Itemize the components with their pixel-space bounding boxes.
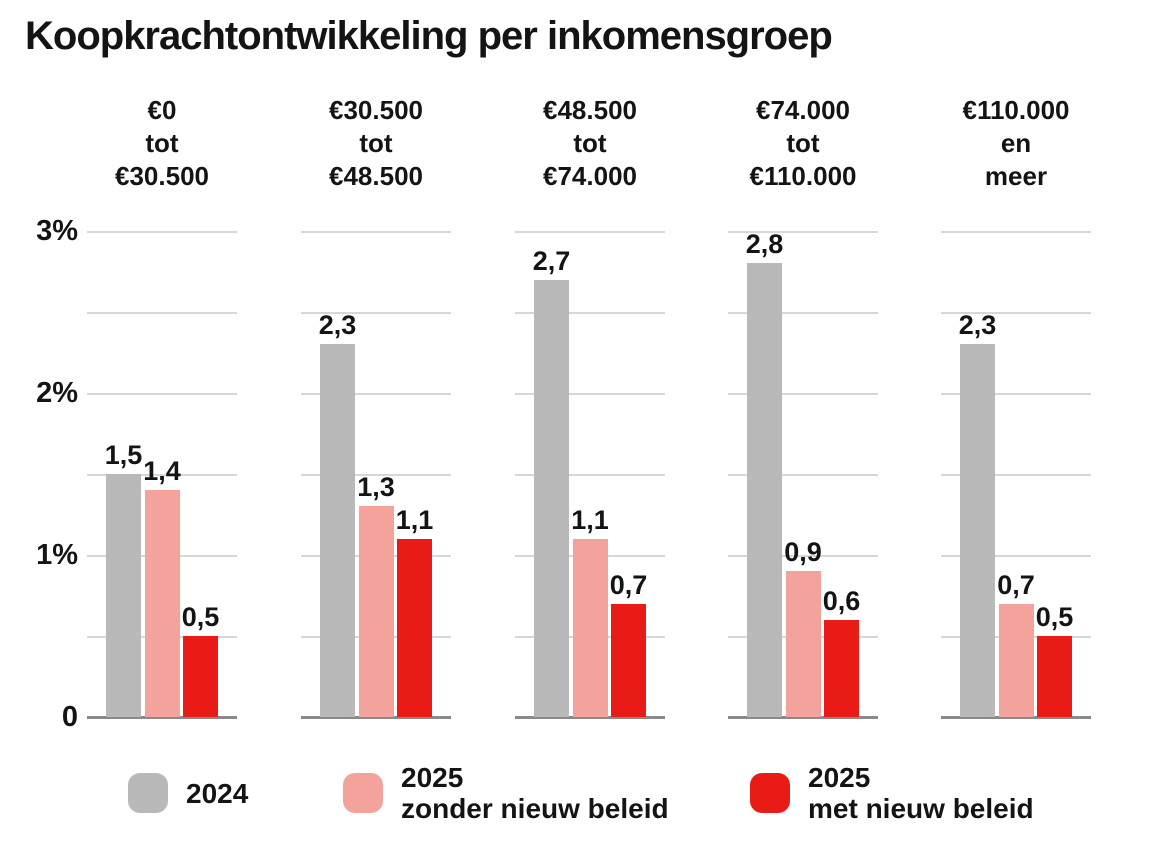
gridline — [728, 474, 878, 476]
x-axis-baseline — [728, 716, 878, 719]
legend-label: 2025 zonder nieuw beleid — [401, 762, 669, 824]
bar-2024 — [960, 344, 995, 717]
bar-2025-zonder-nieuw-beleid — [572, 539, 608, 717]
y-axis-tick-label: 3% — [36, 215, 78, 247]
gridline — [515, 393, 665, 395]
chart-title: Koopkrachtontwikkeling per inkomensgroep — [25, 14, 833, 58]
bar-value-label: 1,4 — [143, 456, 181, 486]
bar-2025-met-nieuw-beleid — [183, 636, 218, 717]
y-axis-tick-label: 0 — [61, 701, 78, 733]
legend-swatch — [750, 773, 790, 813]
bar-value-label: 0,9 — [784, 537, 822, 567]
x-axis-baseline — [515, 716, 665, 719]
gridline — [515, 231, 665, 233]
bar-value-label: 0,7 — [997, 570, 1035, 600]
bar-2025-met-nieuw-beleid — [397, 539, 432, 717]
gridline — [941, 393, 1091, 395]
bar-2024 — [106, 474, 141, 717]
legend-label: 2025 met nieuw beleid — [808, 762, 1034, 824]
bar-2025-zonder-nieuw-beleid — [998, 604, 1034, 717]
gridline — [941, 231, 1091, 233]
bar-2024 — [747, 263, 782, 717]
bar-2025-met-nieuw-beleid — [611, 604, 646, 717]
income-group-header: €110.000 en meer — [962, 95, 1070, 191]
income-group-header: €48.500 tot €74.000 — [543, 95, 637, 191]
income-group-header: €0 tot €30.500 — [115, 95, 209, 191]
income-group-header: €30.500 tot €48.500 — [329, 95, 423, 191]
legend-swatch — [343, 773, 383, 813]
gridline — [728, 231, 878, 233]
bar-value-label: 0,5 — [1035, 602, 1074, 632]
y-axis-tick-label: 1% — [36, 539, 78, 571]
gridline — [301, 312, 451, 314]
gridline — [87, 474, 237, 476]
gridline — [301, 231, 451, 233]
x-axis-baseline — [301, 716, 451, 719]
y-axis-tick-label: 2% — [36, 377, 78, 409]
bar-2025-zonder-nieuw-beleid — [785, 571, 821, 717]
bar-2025-zonder-nieuw-beleid — [144, 490, 180, 717]
bar-value-label: 0,6 — [822, 586, 861, 616]
gridline — [301, 474, 451, 476]
legend-item: 2025 zonder nieuw beleid — [343, 762, 669, 824]
legend-item: 2025 met nieuw beleid — [750, 762, 1034, 824]
gridline — [87, 312, 237, 314]
bar-value-label: 1,5 — [104, 440, 143, 470]
gridline — [728, 393, 878, 395]
gridline — [515, 312, 665, 314]
gridline — [941, 474, 1091, 476]
bar-value-label: 1,3 — [357, 472, 395, 502]
legend-item: 2024 — [128, 773, 248, 813]
bar-2025-met-nieuw-beleid — [824, 620, 859, 717]
bar-2024 — [534, 280, 569, 717]
gridline — [941, 555, 1091, 557]
bar-value-label: 1,1 — [395, 505, 434, 535]
bar-value-label: 2,3 — [958, 310, 997, 340]
bar-value-label: 0,5 — [181, 602, 220, 632]
bar-2024 — [320, 344, 355, 717]
gridline — [728, 555, 878, 557]
income-group-header: €74.000 tot €110.000 — [749, 95, 857, 191]
bar-value-label: 2,3 — [318, 310, 357, 340]
bar-2025-zonder-nieuw-beleid — [358, 506, 394, 717]
bar-value-label: 0,7 — [609, 570, 648, 600]
bar-value-label: 2,8 — [745, 229, 784, 259]
bar-2025-met-nieuw-beleid — [1037, 636, 1072, 717]
gridline — [87, 231, 237, 233]
gridline — [515, 474, 665, 476]
x-axis-baseline — [941, 716, 1091, 719]
bar-value-label: 2,7 — [532, 246, 571, 276]
legend-label: 2024 — [186, 777, 249, 809]
x-axis-baseline — [87, 716, 237, 719]
bar-value-label: 1,1 — [571, 505, 609, 535]
gridline — [301, 393, 451, 395]
gridline — [87, 393, 237, 395]
legend-swatch — [128, 773, 168, 813]
gridline — [728, 312, 878, 314]
gridline — [941, 312, 1091, 314]
